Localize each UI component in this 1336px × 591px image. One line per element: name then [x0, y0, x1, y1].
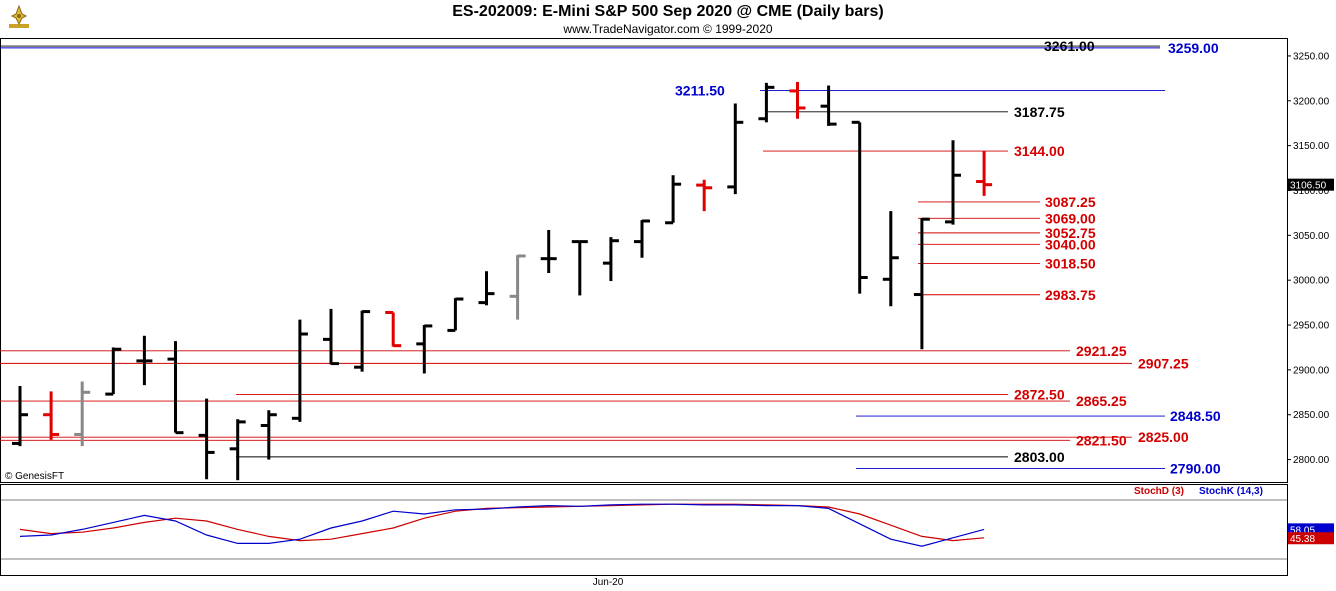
ohlc-bar	[571, 240, 588, 296]
y-tick-label: 2950.00	[1293, 321, 1330, 332]
level-label: 3187.75	[1014, 104, 1065, 120]
level-label: 2921.25	[1076, 343, 1127, 359]
ohlc-bar	[385, 310, 402, 348]
ohlc-bar	[945, 140, 961, 225]
level-label: 2803.00	[1014, 449, 1065, 465]
y-tick-label: 3100.00	[1293, 186, 1330, 197]
level-label: 2907.25	[1138, 355, 1189, 371]
copyright-text: www.TradeNavigator.com © 1999-2020	[563, 22, 773, 36]
stoch-k-legend: StochK (14,3)	[1199, 486, 1263, 497]
ohlc-bar	[820, 85, 837, 126]
stoch-d-legend: StochD (3)	[1134, 486, 1184, 497]
ohlc-bar	[323, 308, 339, 366]
level-label: 3069.00	[1045, 210, 1096, 226]
ohlc-bar	[634, 219, 650, 258]
ohlc-bar	[74, 381, 91, 447]
trade-navigator-logo-icon	[6, 4, 32, 30]
y-tick-label: 3050.00	[1293, 231, 1330, 242]
ohlc-bar	[354, 310, 371, 372]
ohlc-bar	[540, 229, 557, 274]
stoch-k-value: 58.05	[1290, 525, 1315, 536]
level-label: 2790.00	[1170, 461, 1221, 477]
level-label: 3144.00	[1014, 143, 1065, 159]
ohlc-bar	[198, 398, 215, 480]
y-tick-label: 2850.00	[1293, 410, 1330, 421]
ohlc-bar	[727, 103, 744, 195]
ohlc-bar	[416, 324, 433, 374]
stoch-d-value: 45.38	[1290, 534, 1315, 545]
ohlc-bar	[665, 175, 682, 225]
level-label: 2821.50	[1076, 432, 1127, 448]
ohlc-bar	[789, 81, 806, 119]
ohlc-bar	[43, 391, 60, 440]
level-label: 3261.00	[1044, 38, 1095, 54]
y-tick-label: 3200.00	[1293, 96, 1330, 107]
last-price-box	[1288, 178, 1334, 191]
ohlc-bar	[12, 386, 28, 447]
level-label: 2865.25	[1076, 393, 1127, 409]
ohlc-bar	[509, 254, 526, 320]
ohlc-bar	[882, 211, 899, 307]
time-axis-label: Jun-20	[593, 577, 624, 588]
level-label: 3052.75	[1045, 225, 1096, 241]
level-label: 3259.00	[1168, 40, 1219, 56]
ohlc-bar	[696, 179, 713, 212]
y-tick-label: 3150.00	[1293, 141, 1330, 152]
y-tick-label: 3250.00	[1293, 51, 1330, 62]
last-price-label: 3106.50	[1290, 181, 1327, 192]
level-label: 3040.00	[1045, 236, 1096, 252]
ohlc-bar	[136, 335, 153, 386]
ohlc-bar	[167, 341, 184, 435]
ohlc-bar	[976, 151, 993, 196]
ohlc-bar	[229, 419, 246, 481]
level-label: 2983.75	[1045, 287, 1096, 303]
y-tick-label: 2800.00	[1293, 455, 1330, 466]
level-label: 3018.50	[1045, 256, 1096, 272]
stoch-panel-frame	[0, 484, 1288, 576]
chart-title: ES-202009: E-Mini S&P 500 Sep 2020 @ CME…	[452, 3, 884, 20]
ohlc-bar	[758, 82, 775, 123]
ohlc-bar	[478, 271, 495, 306]
ohlc-bar	[260, 410, 277, 460]
ohlc-bar	[851, 120, 868, 294]
level-label: 3211.50	[675, 82, 725, 98]
level-label: 3087.25	[1045, 194, 1096, 210]
level-label: 2848.50	[1170, 408, 1221, 424]
ohlc-bar	[447, 297, 464, 332]
level-label: 2825.00	[1138, 429, 1189, 445]
stoch-d-line	[19, 503, 985, 542]
price-panel-frame	[0, 38, 1288, 483]
ohlc-bar	[291, 319, 308, 422]
y-tick-label: 2900.00	[1293, 365, 1330, 376]
ohlc-bar	[913, 217, 930, 350]
ohlc-bar	[602, 237, 619, 282]
stoch-d-value-box	[1288, 532, 1334, 545]
stoch-k-line	[19, 503, 985, 547]
ohlc-bar	[105, 347, 122, 396]
chart-header: ES-202009: E-Mini S&P 500 Sep 2020 @ CME…	[0, 0, 1336, 38]
y-tick-label: 3000.00	[1293, 276, 1330, 287]
genesis-watermark: © GenesisFT	[5, 471, 64, 482]
level-label: 2872.50	[1014, 387, 1065, 403]
